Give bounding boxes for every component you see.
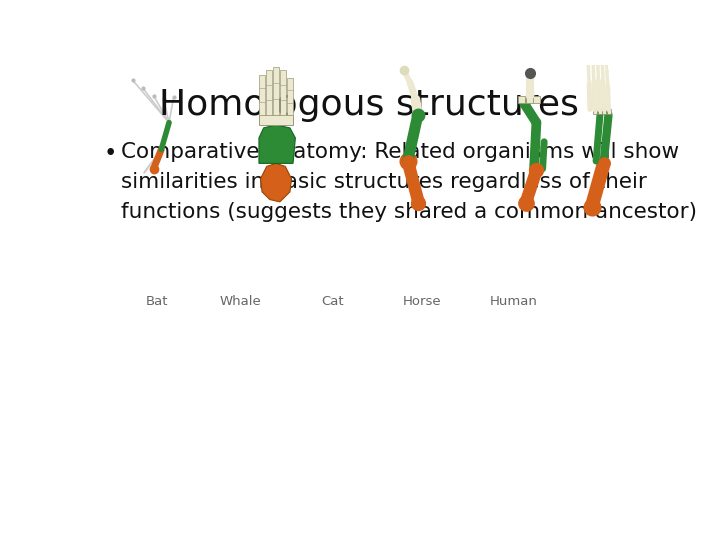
Bar: [518, 96, 525, 103]
Text: Comparative anatomy: Related organisms will show: Comparative anatomy: Related organisms w…: [121, 141, 679, 161]
Text: Homologous structures: Homologous structures: [159, 88, 579, 122]
Text: similarities in basic structures regardless of their: similarities in basic structures regardl…: [121, 172, 647, 192]
Text: Bat: Bat: [145, 295, 168, 308]
Text: Whale: Whale: [220, 295, 261, 308]
Bar: [602, 110, 606, 114]
Bar: [266, 70, 271, 115]
Text: Horse: Horse: [402, 295, 441, 308]
Bar: [534, 96, 540, 103]
Bar: [593, 110, 597, 114]
Polygon shape: [261, 164, 292, 202]
Text: •: •: [104, 141, 117, 165]
Polygon shape: [259, 115, 293, 125]
Text: Human: Human: [490, 295, 538, 308]
Polygon shape: [259, 125, 295, 164]
Bar: [287, 78, 292, 115]
Bar: [274, 67, 279, 115]
Bar: [526, 96, 533, 103]
Text: functions (suggests they shared a common ancestor): functions (suggests they shared a common…: [121, 201, 697, 221]
Bar: [259, 75, 265, 115]
Bar: [598, 110, 601, 114]
Text: Cat: Cat: [321, 295, 344, 308]
Bar: [607, 110, 611, 114]
Bar: [280, 70, 286, 115]
